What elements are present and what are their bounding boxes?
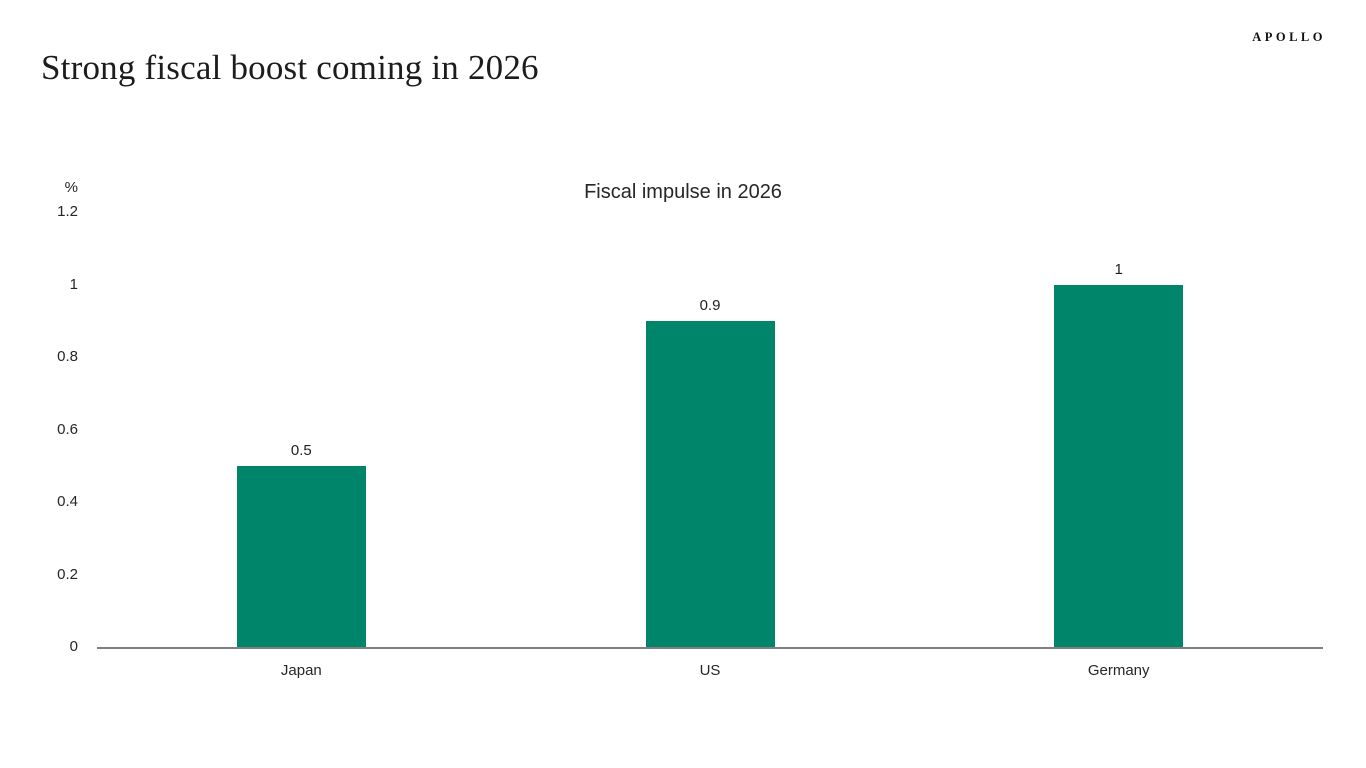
x-category-label: Japan bbox=[280, 662, 322, 679]
y-tick-label: 0 bbox=[69, 638, 78, 655]
apollo-logo: APOLLO bbox=[1252, 30, 1326, 44]
y-tick-label: 1 bbox=[69, 275, 78, 293]
y-tick-label: 1.2 bbox=[57, 203, 78, 220]
x-category-label: US bbox=[699, 662, 721, 679]
plot-area: 0.5 0.9 1 bbox=[97, 212, 1323, 649]
bar-germany bbox=[1054, 284, 1184, 647]
bar-japan bbox=[236, 465, 366, 647]
y-tick-label: 0.6 bbox=[57, 420, 78, 438]
page-title: Strong fiscal boost coming in 2026 bbox=[41, 48, 539, 87]
bar-value-label: 1 bbox=[1114, 260, 1123, 278]
x-category-label: Germany bbox=[1087, 662, 1150, 679]
bar-us bbox=[645, 320, 775, 647]
x-axis: Japan US Germany bbox=[97, 662, 1323, 686]
bar-value-label: 0.9 bbox=[699, 296, 721, 314]
y-tick-label: 0.2 bbox=[57, 565, 78, 583]
y-tick-label: 0.8 bbox=[57, 348, 78, 365]
y-axis: 0 0.2 0.4 0.6 0.8 1 1.2 bbox=[40, 203, 78, 655]
y-tick-label: 0.4 bbox=[57, 493, 78, 510]
bar-value-label: 0.5 bbox=[290, 441, 312, 459]
chart-title: Fiscal impulse in 2026 bbox=[584, 181, 782, 203]
y-axis-unit-label: % bbox=[64, 179, 78, 196]
